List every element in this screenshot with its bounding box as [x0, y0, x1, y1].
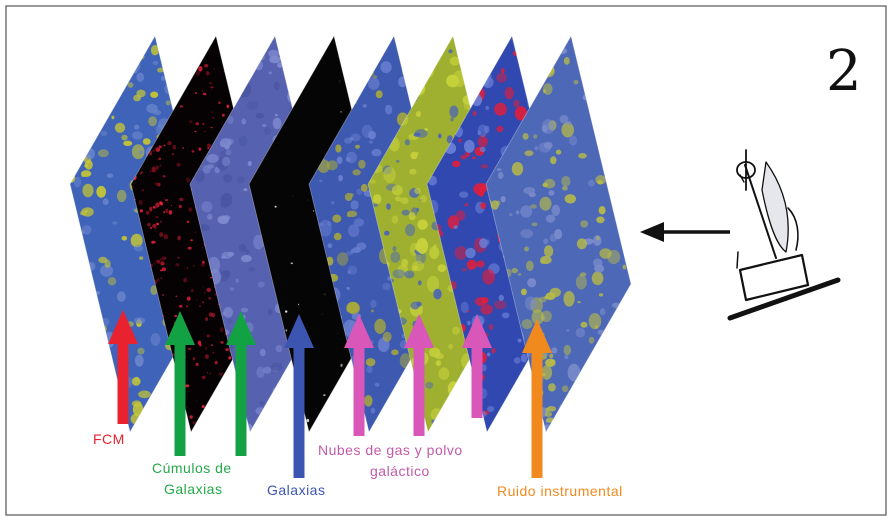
component-arrows	[108, 310, 552, 478]
component-arrow	[522, 319, 552, 478]
label-galaxias: Galaxias	[267, 482, 325, 498]
component-arrow	[462, 314, 492, 418]
label-cumulos-line1: Cúmulos de	[152, 460, 232, 476]
label-ruido: Ruido instrumental	[497, 483, 623, 499]
label-cumulos-line2: Galaxias	[164, 481, 222, 497]
component-arrow	[108, 310, 138, 424]
component-arrow	[226, 311, 256, 456]
component-arrow	[344, 314, 374, 436]
label-fcm: FCM	[93, 431, 125, 447]
component-arrow	[284, 314, 314, 478]
telescope-icon	[727, 149, 841, 321]
component-arrow	[165, 311, 195, 456]
label-nubes-line2: galáctico	[370, 463, 430, 479]
component-arrow	[404, 314, 434, 436]
incoming-signal-arrow	[640, 222, 730, 242]
figure-number: 2	[826, 39, 862, 104]
layer-edge	[485, 34, 632, 434]
label-nubes-line1: Nubes de gas y polvo	[318, 442, 463, 458]
